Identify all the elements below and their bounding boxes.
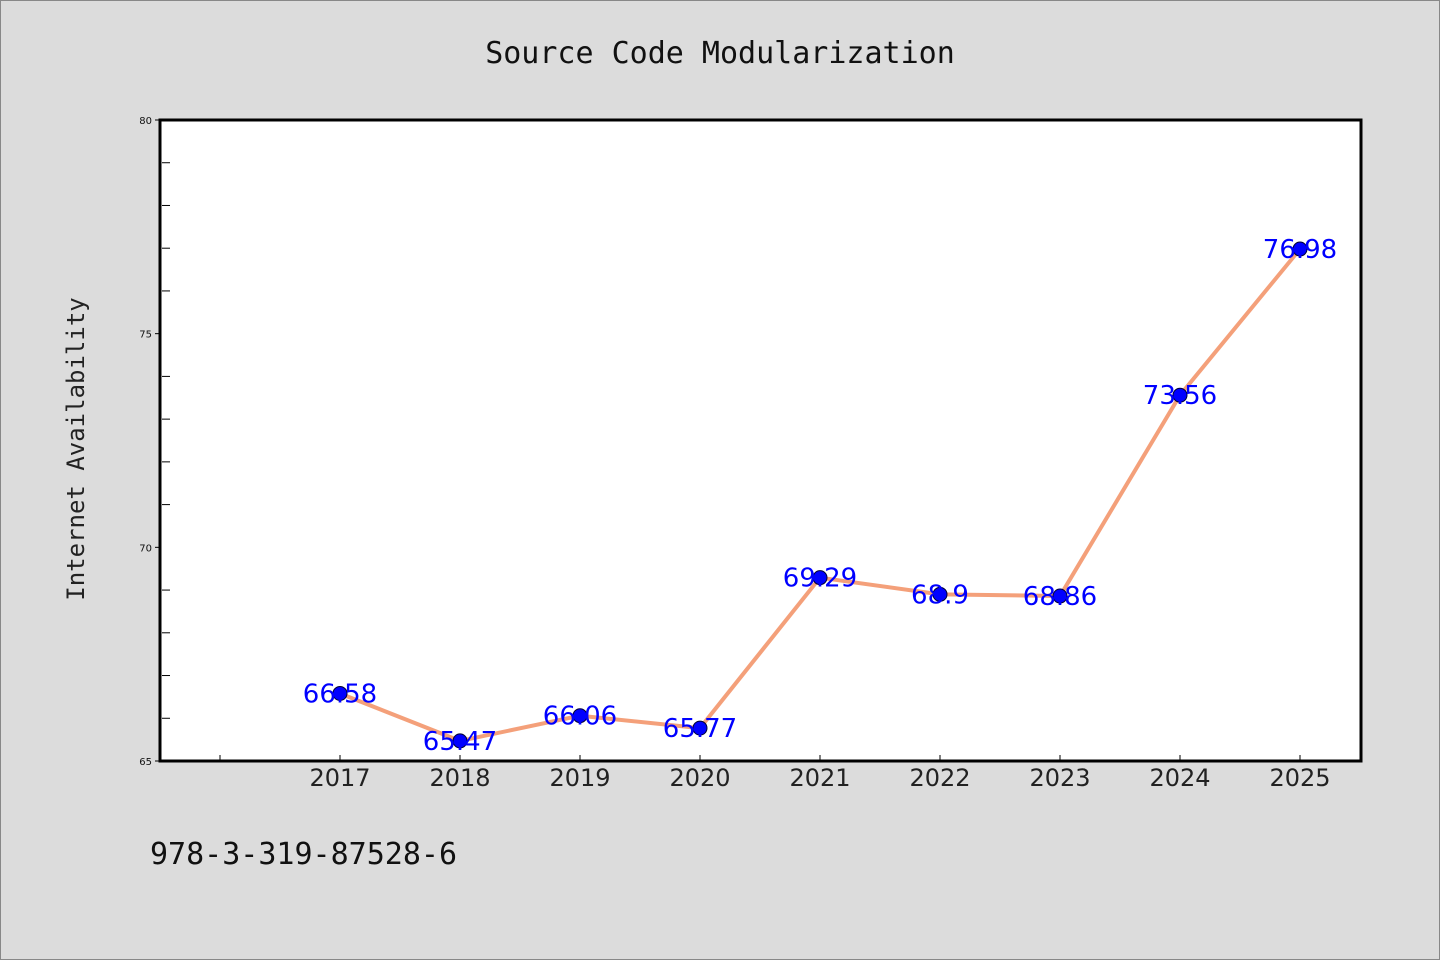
x-tick-label: 2020 (669, 764, 730, 792)
data-label: 76.98 (1263, 235, 1337, 265)
data-point (1292, 241, 1308, 257)
y-tick-label: 80 (139, 116, 152, 127)
chart-title: Source Code Modularization (485, 36, 955, 71)
plot-area (160, 120, 1361, 761)
data-label: 68.9 (911, 580, 969, 610)
data-label: 73.56 (1143, 381, 1217, 411)
x-tick-label: 2025 (1269, 764, 1330, 792)
data-point (1172, 387, 1188, 403)
x-tick-label: 2023 (1029, 764, 1090, 792)
plot-frame (158, 118, 1363, 763)
data-label: 66.58 (303, 679, 377, 709)
x-tick-label: 2024 (1149, 764, 1210, 792)
data-point (812, 570, 828, 586)
x-tick-label: 2021 (789, 764, 850, 792)
data-label: 68.86 (1023, 582, 1097, 612)
data-point (452, 733, 468, 749)
data-label: 65.77 (663, 714, 737, 744)
x-tick-label: 2018 (429, 764, 490, 792)
footnote-isbn: 978-3-319-87528-6 (150, 837, 457, 872)
x-tick-label: 2017 (309, 764, 370, 792)
data-label: 66.06 (543, 702, 617, 732)
x-tick-label: 2019 (549, 764, 610, 792)
data-label: 65.47 (423, 727, 497, 757)
x-axis-ticks: 2017 2018 2019 2020 2021 2022 2023 2024 2025 (219, 755, 1331, 792)
y-tick-label: 75 (139, 330, 152, 341)
data-point (692, 720, 708, 736)
data-point (572, 708, 588, 724)
x-tick-label: 2022 (909, 764, 970, 792)
y-tick-label: 65 (139, 757, 152, 768)
y-axis-label: Internet Availability (62, 297, 90, 600)
data-label: 69.29 (783, 564, 857, 594)
data-markers (332, 241, 1308, 749)
data-point (1052, 588, 1068, 604)
data-point (332, 685, 348, 701)
data-point (932, 586, 948, 602)
y-tick-label: 70 (139, 543, 152, 554)
data-labels: 66.58 65.47 66.06 65.77 69.29 68.9 68.86 73.56 7… (303, 235, 1337, 757)
